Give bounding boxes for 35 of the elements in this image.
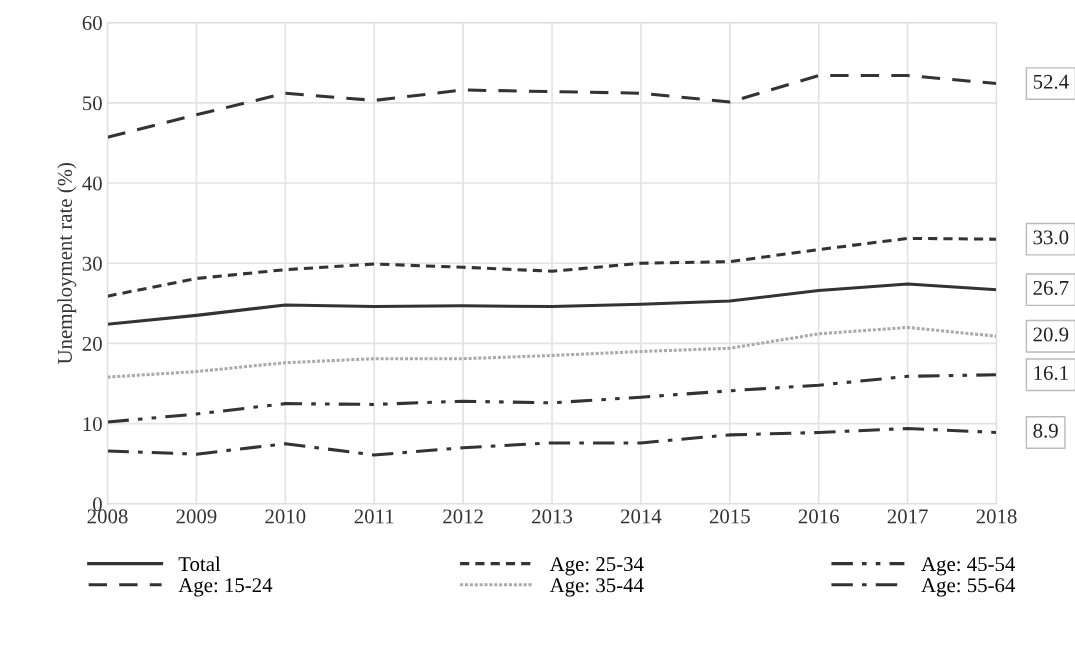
line-series [107,74,997,139]
y-tick-label: 20 [82,336,102,351]
x-tick-label: 2010 [265,509,306,524]
legend-label: Age: 35-44 [549,578,644,597]
legend-label: Total [178,556,221,572]
y-tick-label: 40 [82,176,102,191]
data-label: 33.0 [1033,230,1069,245]
x-tick-label: 2012 [443,509,483,524]
legend-label: Age: 55-64 [921,578,1016,597]
line-series [107,426,997,457]
y-tick-label: 30 [82,256,102,271]
data-label: 20.9 [1033,327,1069,342]
legend-label: Age: 45-54 [921,557,1016,576]
data-label: 16.1 [1034,365,1068,381]
legend-label: Age: 25-34 [549,557,644,576]
line-series [107,236,997,298]
data-label: 8.9 [1033,423,1058,438]
x-tick-label: 2016 [798,509,839,524]
legend-label: Age: 15-24 [178,578,273,597]
x-tick-label: 2018 [976,509,1017,524]
data-label: 52.4 [1033,74,1069,89]
x-tick-label: 2017 [887,509,928,524]
y-tick-label: 60 [82,15,102,31]
x-tick-label: 2009 [176,509,217,524]
y-tick-label: 50 [83,96,102,111]
x-tick-label: 2011 [354,509,394,524]
x-tick-label: 2015 [709,509,750,524]
y-axis-title: Unemployment rate (%) [57,162,77,365]
y-tick-label: 10 [83,417,102,432]
x-tick-label: 2013 [532,509,573,524]
line-series [107,325,997,379]
data-label: 26.7 [1033,280,1069,296]
line-series [107,282,997,326]
x-tick-label: 2014 [621,509,662,524]
line-series [107,373,997,424]
